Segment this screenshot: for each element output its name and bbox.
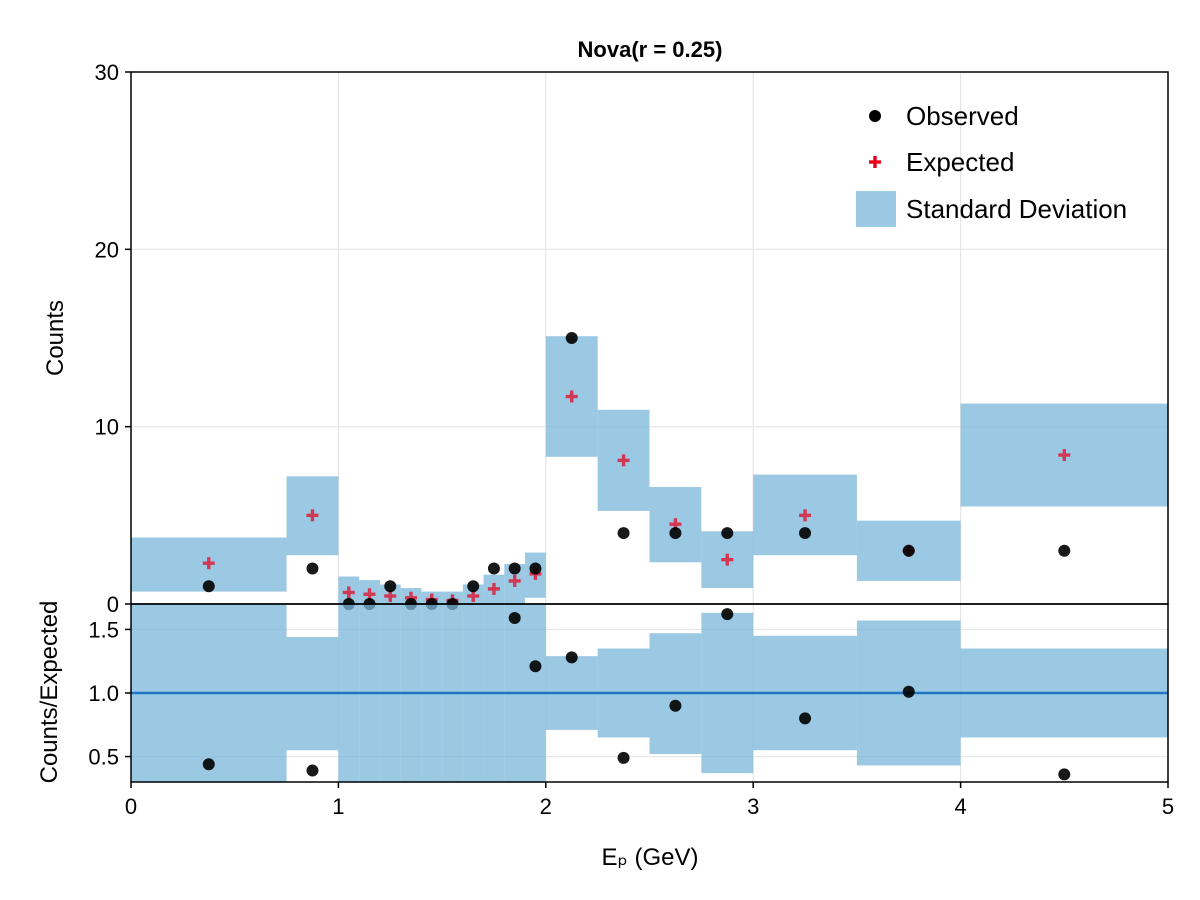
observed-marker [467,580,480,593]
expected-marker [565,390,578,403]
ratio-marker [617,751,630,764]
x-tick-label: 5 [1162,794,1174,819]
legend-std-swatch [856,191,896,227]
top-panel-std-bands [131,336,1168,604]
observed-marker [669,527,682,540]
expected-marker [342,586,355,599]
observed-marker [384,580,397,593]
ratio-marker [669,699,682,712]
x-axis-label: Eₚ (GeV) [602,844,699,871]
observed-marker [799,527,812,540]
expected-marker [1058,449,1071,462]
bottom-panel-ratio-markers [202,608,1071,781]
ratio-marker [529,660,542,673]
ratio-marker [799,712,812,725]
observed-marker [721,527,734,540]
expected-marker [617,454,630,467]
legend-entry-expected: Expected [869,147,1014,177]
observed-marker [565,332,578,344]
legend-expected-marker [869,156,881,168]
expected-marker [202,557,215,570]
ratio-marker [902,685,915,698]
observed-marker [508,562,521,575]
top-y-tick-label: 10 [95,415,119,440]
legend-entry-std: Standard Deviation [856,191,1127,227]
top-y-tick-label: 20 [95,237,119,262]
observed-marker [202,580,215,593]
top-panel-y-axis-label: Counts [42,300,69,376]
bottom-y-tick-label: 0.5 [88,745,119,770]
observed-marker [306,562,319,575]
ratio-marker [508,611,521,624]
legend-expected-label: Expected [906,147,1014,177]
legend-observed-marker [869,110,881,122]
expected-marker [306,509,319,522]
legend-std-label: Standard Deviation [906,194,1127,224]
legend-observed-label: Observed [906,101,1019,131]
x-tick-label: 0 [125,794,137,819]
observed-marker [617,527,630,540]
observed-marker [902,544,915,557]
observed-marker [487,562,500,575]
expected-marker [487,582,500,595]
expected-marker [799,509,812,522]
bottom-panel-y-axis-label: Counts/Expected [36,601,63,784]
expected-marker [721,553,734,566]
legend-entry-observed: Observed [869,101,1019,131]
ratio-marker [1058,768,1071,781]
expected-marker [508,574,521,587]
x-tick-label: 4 [954,794,966,819]
ratio-marker [202,758,215,771]
bottom-y-tick-label: 1.5 [88,617,119,642]
observed-marker [529,562,542,575]
bottom-y-tick-label: 1.0 [88,681,119,706]
top-y-tick-label: 30 [95,60,119,85]
top-y-tick-label: 0 [107,592,119,617]
ratio-marker [306,764,319,777]
x-tick-label: 1 [332,794,344,819]
ratio-marker [565,651,578,664]
x-tick-label: 3 [747,794,759,819]
x-tick-label: 2 [540,794,552,819]
legend: Observed Expected Standard Deviation [856,101,1127,227]
chart-title: Nova(r = 0.25) [578,37,723,62]
observed-marker [1058,544,1071,557]
ratio-marker [721,608,734,621]
